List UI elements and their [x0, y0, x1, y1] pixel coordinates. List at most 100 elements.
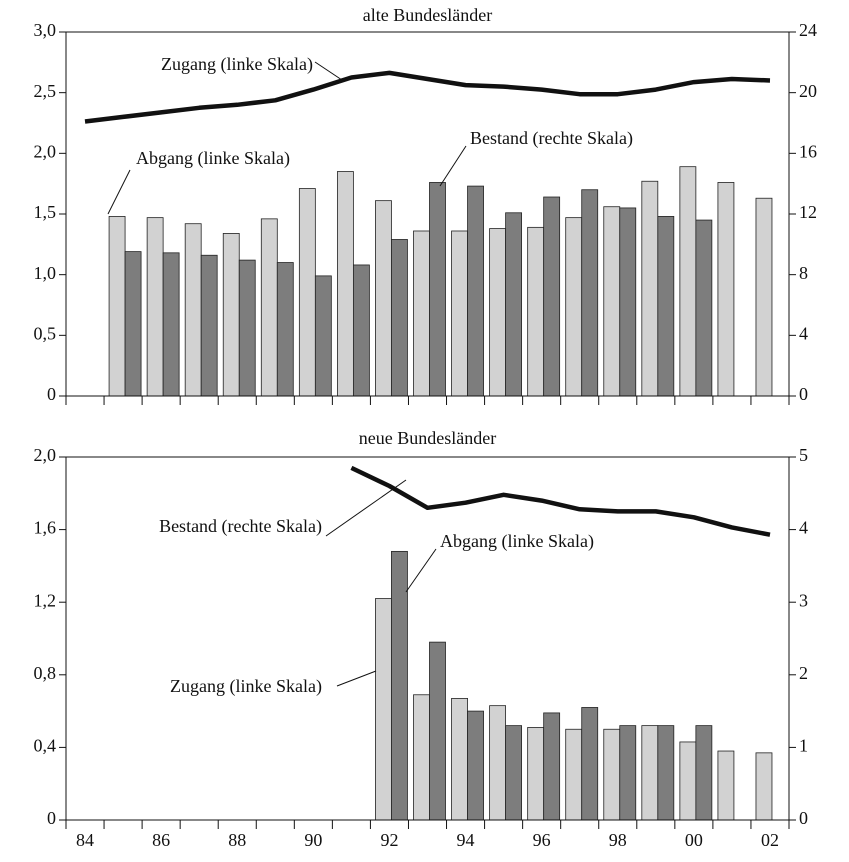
y-tick-label: 1,0 — [34, 263, 57, 283]
leader-line — [336, 670, 377, 687]
y2-tick-label: 20 — [799, 81, 817, 101]
leader-line — [405, 548, 437, 593]
x-tick-label: 02 — [761, 830, 779, 850]
y2-tick-label: 0 — [799, 384, 808, 404]
leader-line — [107, 169, 131, 215]
bar — [695, 725, 713, 821]
bar — [581, 707, 599, 821]
series-label: Abgang (linke Skala) — [136, 148, 290, 169]
bar — [603, 728, 621, 821]
bar — [314, 275, 332, 397]
y-tick-label: 1,5 — [34, 202, 57, 222]
bar — [543, 196, 561, 397]
bar — [200, 254, 218, 397]
bar — [108, 216, 126, 397]
panel-title: alte Bundesländer — [363, 5, 492, 25]
bar — [657, 216, 675, 397]
bar — [565, 217, 583, 397]
bar — [451, 697, 468, 821]
bar — [162, 252, 180, 397]
bar — [717, 182, 735, 397]
y2-tick-label: 24 — [799, 20, 817, 40]
bar — [222, 233, 240, 397]
bar — [717, 750, 735, 821]
series-label: Bestand (rechte Skala) — [159, 516, 322, 537]
bar — [467, 710, 484, 821]
y2-tick-label: 8 — [799, 263, 808, 283]
bar — [657, 725, 675, 821]
bar — [695, 219, 713, 397]
line — [84, 70, 771, 124]
bar — [505, 725, 523, 821]
plot-frame — [65, 456, 790, 821]
y-tick-label: 0,5 — [34, 323, 57, 343]
x-tick-label: 90 — [304, 830, 322, 850]
leader-line — [439, 145, 467, 187]
bar — [146, 217, 164, 397]
y2-tick-label: 4 — [799, 518, 808, 538]
x-tick-label: 94 — [457, 830, 475, 850]
bar — [391, 550, 408, 821]
y-tick-label: 1,6 — [34, 518, 57, 538]
x-tick-label: 96 — [533, 830, 551, 850]
bar — [375, 598, 392, 821]
bar — [505, 212, 523, 397]
y2-tick-label: 1 — [799, 736, 808, 756]
bar — [429, 182, 446, 397]
y-tick-label: 0,4 — [34, 736, 57, 756]
bar — [679, 741, 697, 821]
bar — [619, 725, 637, 821]
x-tick-label: 86 — [152, 830, 170, 850]
bar — [336, 171, 354, 397]
leader-line — [314, 61, 343, 81]
bar — [298, 188, 316, 397]
bar — [489, 705, 507, 821]
y2-tick-label: 3 — [799, 590, 808, 610]
bar — [451, 230, 468, 397]
bar — [413, 694, 430, 821]
line — [350, 465, 771, 537]
y-tick-label: 0,8 — [34, 663, 57, 683]
y-tick-label: 2,5 — [34, 81, 57, 101]
y2-tick-label: 12 — [799, 202, 817, 222]
bar — [755, 752, 773, 821]
bar — [489, 228, 507, 397]
x-tick-label: 00 — [685, 830, 703, 850]
bar — [641, 725, 659, 821]
y2-tick-label: 2 — [799, 663, 808, 683]
bar — [391, 239, 408, 397]
y-tick-label: 0 — [47, 384, 56, 404]
bar — [260, 218, 278, 397]
leader-line — [325, 479, 407, 537]
bar — [429, 641, 446, 821]
x-tick-label: 84 — [76, 830, 94, 850]
bar — [124, 251, 142, 397]
bar — [238, 259, 256, 397]
y-tick-label: 3,0 — [34, 20, 57, 40]
bar — [603, 206, 621, 397]
bar — [641, 180, 659, 397]
x-tick-label: 88 — [228, 830, 246, 850]
bar — [565, 728, 583, 821]
bar — [619, 207, 637, 397]
series-label: Abgang (linke Skala) — [440, 531, 594, 552]
bar — [352, 264, 370, 397]
bar — [467, 185, 484, 397]
bar — [581, 189, 599, 397]
y2-tick-label: 4 — [799, 323, 808, 343]
bar — [413, 230, 430, 397]
bar — [184, 223, 202, 397]
y-tick-label: 2,0 — [34, 445, 57, 465]
x-tick-label: 98 — [609, 830, 627, 850]
bar — [679, 166, 697, 397]
bar — [375, 200, 392, 397]
plot-frame — [65, 31, 790, 397]
bar — [276, 262, 294, 397]
y-tick-label: 1,2 — [34, 590, 57, 610]
series-label: Zugang (linke Skala) — [170, 676, 322, 697]
bar — [543, 712, 561, 821]
series-label: Zugang (linke Skala) — [161, 54, 313, 75]
bar — [527, 226, 545, 397]
x-tick-label: 92 — [380, 830, 398, 850]
